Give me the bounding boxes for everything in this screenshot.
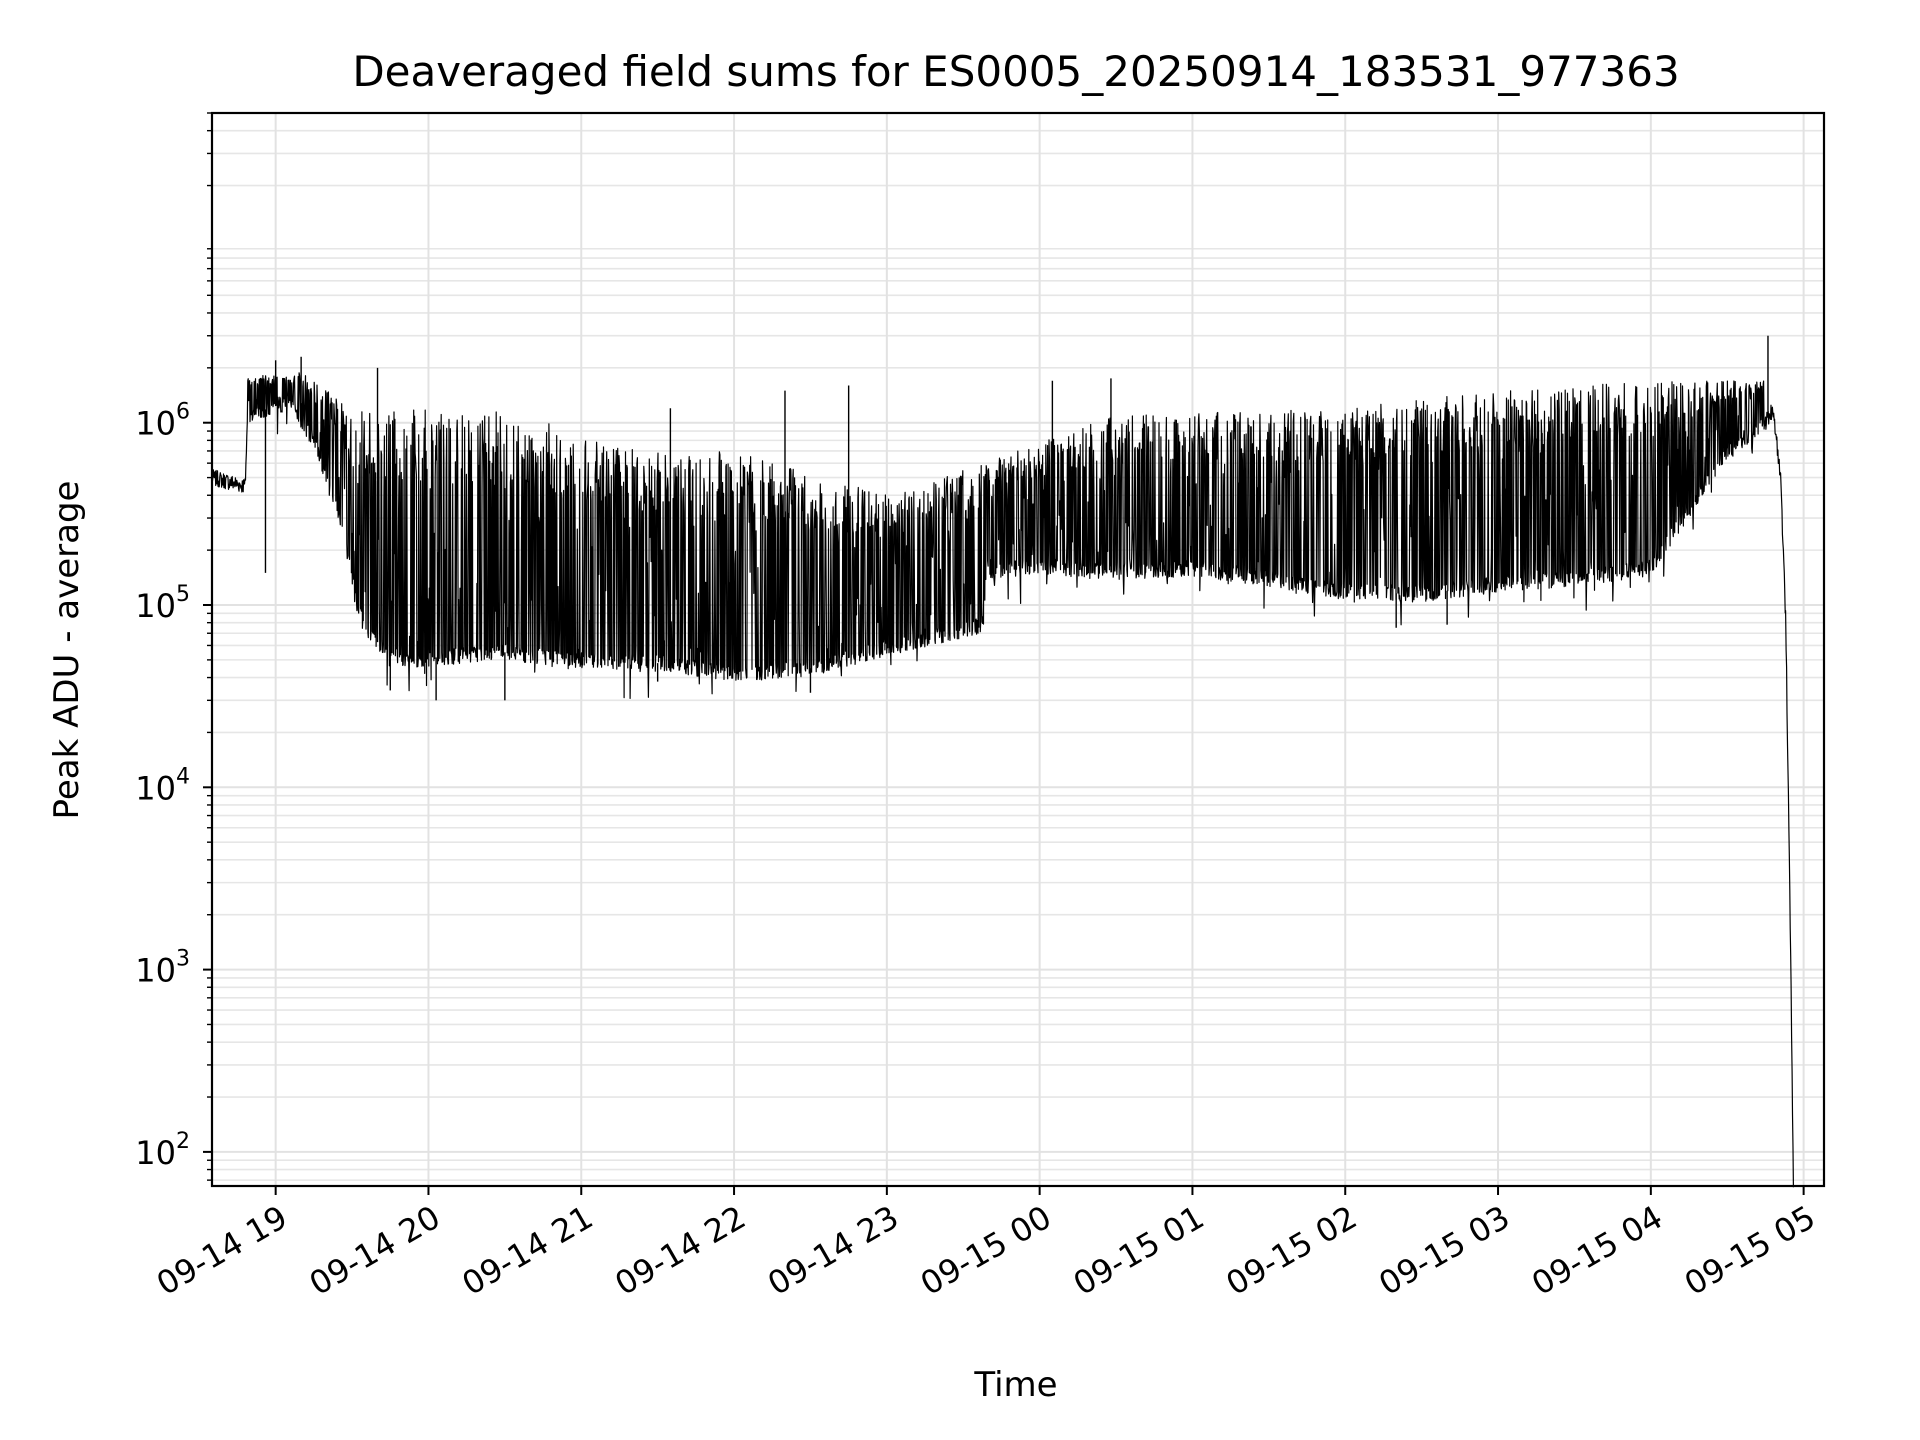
y-tick-label: 103 [135, 947, 190, 990]
axis-ticks [203, 112, 1805, 1195]
x-axis-label: Time [973, 1365, 1057, 1405]
chart-title: Deaveraged field sums for ES0005_2025091… [352, 47, 1679, 96]
plot-area [211, 335, 1794, 1188]
y-axis-label: Peak ADU - average [47, 481, 87, 820]
y-tick-label: 102 [135, 1129, 190, 1172]
plot-frame [210, 111, 1826, 1188]
y-tick-label: 104 [135, 764, 190, 807]
y-tick-label: 106 [135, 400, 190, 443]
y-tick-labels: 102 103 104 105 106 [135, 400, 190, 1172]
y-tick-label: 105 [135, 582, 190, 625]
series-line [211, 372, 1794, 1188]
